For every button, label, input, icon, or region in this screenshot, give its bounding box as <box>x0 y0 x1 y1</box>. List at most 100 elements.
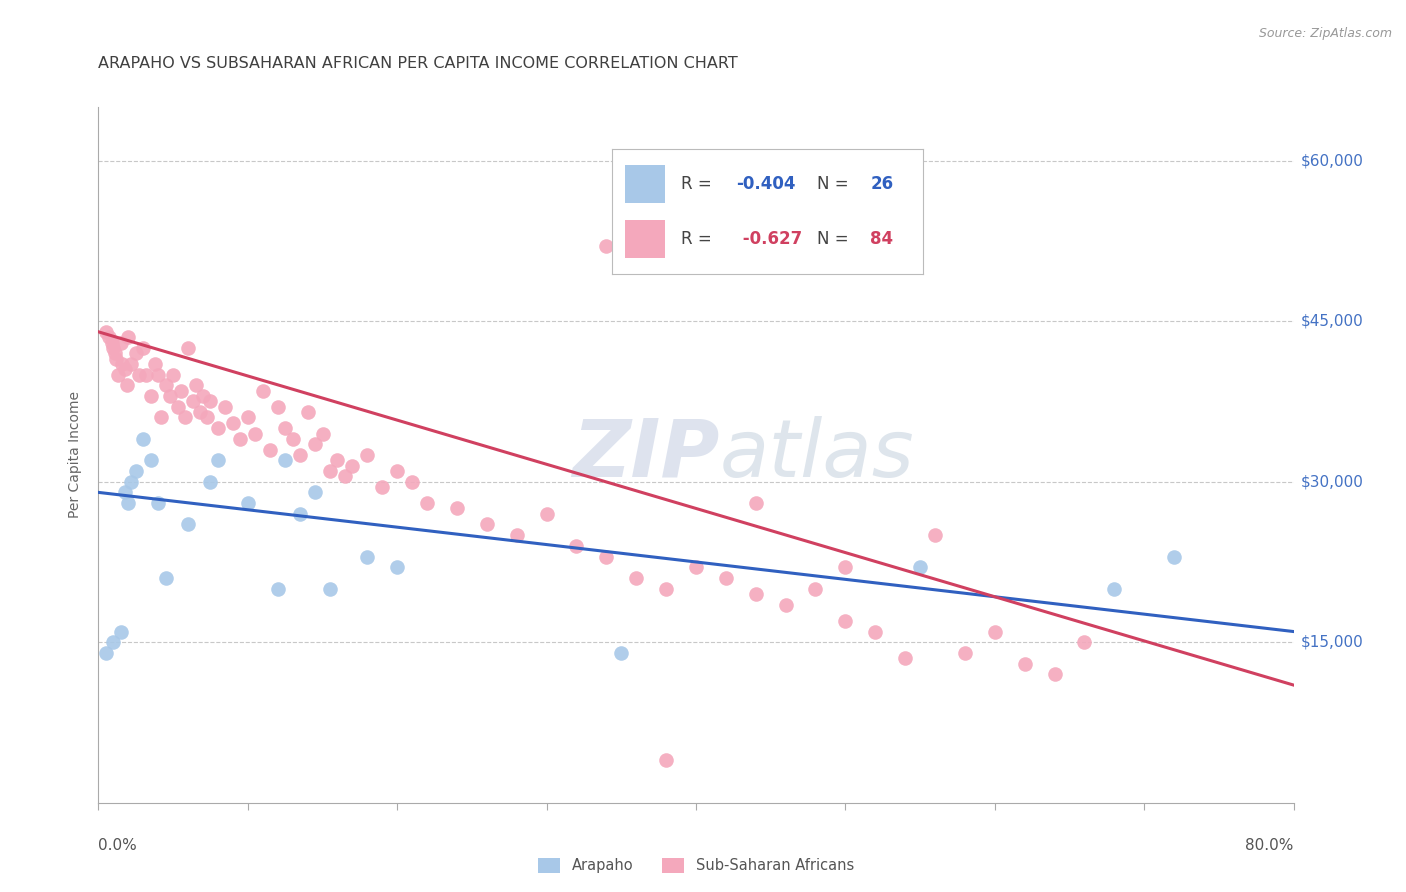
Text: 26: 26 <box>870 175 893 193</box>
Text: Source: ZipAtlas.com: Source: ZipAtlas.com <box>1258 27 1392 40</box>
Point <box>155 378 177 392</box>
Text: R =: R = <box>681 175 717 193</box>
Point <box>110 624 132 639</box>
Point <box>297 405 319 419</box>
Point <box>342 458 364 473</box>
Point <box>595 239 617 253</box>
Point <box>103 341 125 355</box>
Point <box>166 400 188 414</box>
Text: 84: 84 <box>870 230 893 248</box>
Point <box>128 368 150 382</box>
Point <box>177 341 200 355</box>
FancyBboxPatch shape <box>624 165 665 202</box>
Point <box>143 357 166 371</box>
Point <box>304 485 326 500</box>
Point <box>924 528 946 542</box>
Point <box>174 410 197 425</box>
Point <box>1014 657 1036 671</box>
Point <box>333 469 356 483</box>
Point <box>1104 582 1126 596</box>
Point <box>834 614 856 628</box>
FancyBboxPatch shape <box>624 220 665 258</box>
Point <box>169 384 191 398</box>
Point <box>745 496 768 510</box>
Point <box>94 646 117 660</box>
Point <box>125 346 148 360</box>
Point <box>132 432 155 446</box>
Point <box>162 368 184 382</box>
Point <box>120 475 142 489</box>
Point <box>155 571 177 585</box>
Point <box>207 453 229 467</box>
Point <box>188 405 211 419</box>
Point <box>97 330 120 344</box>
Point <box>159 389 181 403</box>
Point <box>200 394 222 409</box>
Point <box>595 549 617 564</box>
Point <box>908 560 931 574</box>
Point <box>103 635 125 649</box>
Point <box>236 410 259 425</box>
Point <box>274 421 297 435</box>
Point <box>288 507 311 521</box>
Point <box>401 475 423 489</box>
Point <box>114 362 136 376</box>
Point <box>181 394 204 409</box>
Point <box>745 587 768 601</box>
Point <box>117 330 139 344</box>
Text: ZIP: ZIP <box>572 416 720 494</box>
Point <box>135 368 157 382</box>
Point <box>114 485 136 500</box>
Point <box>685 560 707 574</box>
Point <box>125 464 148 478</box>
Point <box>252 384 274 398</box>
Point <box>110 335 132 350</box>
Point <box>148 368 170 382</box>
Point <box>371 480 394 494</box>
Point <box>94 325 117 339</box>
Point <box>229 432 252 446</box>
Point <box>245 426 267 441</box>
Point <box>104 346 127 360</box>
Point <box>446 501 468 516</box>
Point <box>267 582 290 596</box>
Point <box>139 389 162 403</box>
Point <box>101 335 124 350</box>
Point <box>111 357 134 371</box>
Point <box>385 560 409 574</box>
Point <box>139 453 162 467</box>
Point <box>356 448 378 462</box>
Point <box>506 528 529 542</box>
Point <box>311 426 333 441</box>
Point <box>624 571 647 585</box>
Point <box>953 646 976 660</box>
Text: 0.0%: 0.0% <box>98 838 138 854</box>
Point <box>655 582 678 596</box>
Point <box>288 448 311 462</box>
Point <box>304 437 326 451</box>
Text: N =: N = <box>817 175 855 193</box>
Point <box>1163 549 1185 564</box>
Point <box>475 517 498 532</box>
Point <box>267 400 290 414</box>
Point <box>148 496 170 510</box>
Point <box>536 507 558 521</box>
Text: 80.0%: 80.0% <box>1246 838 1294 854</box>
Text: $30,000: $30,000 <box>1301 475 1364 489</box>
Text: ARAPAHO VS SUBSAHARAN AFRICAN PER CAPITA INCOME CORRELATION CHART: ARAPAHO VS SUBSAHARAN AFRICAN PER CAPITA… <box>98 56 738 71</box>
Point <box>191 389 214 403</box>
Text: $15,000: $15,000 <box>1301 635 1364 649</box>
Point <box>655 753 678 767</box>
Point <box>132 341 155 355</box>
Point <box>319 464 342 478</box>
Text: N =: N = <box>817 230 855 248</box>
Legend: Arapaho, Sub-Saharan Africans: Arapaho, Sub-Saharan Africans <box>531 852 860 879</box>
Text: atlas: atlas <box>720 416 915 494</box>
Y-axis label: Per Capita Income: Per Capita Income <box>69 392 83 518</box>
Point <box>319 582 342 596</box>
Point <box>865 624 887 639</box>
Point <box>150 410 173 425</box>
Point <box>236 496 259 510</box>
Point <box>714 571 737 585</box>
Point <box>200 475 222 489</box>
